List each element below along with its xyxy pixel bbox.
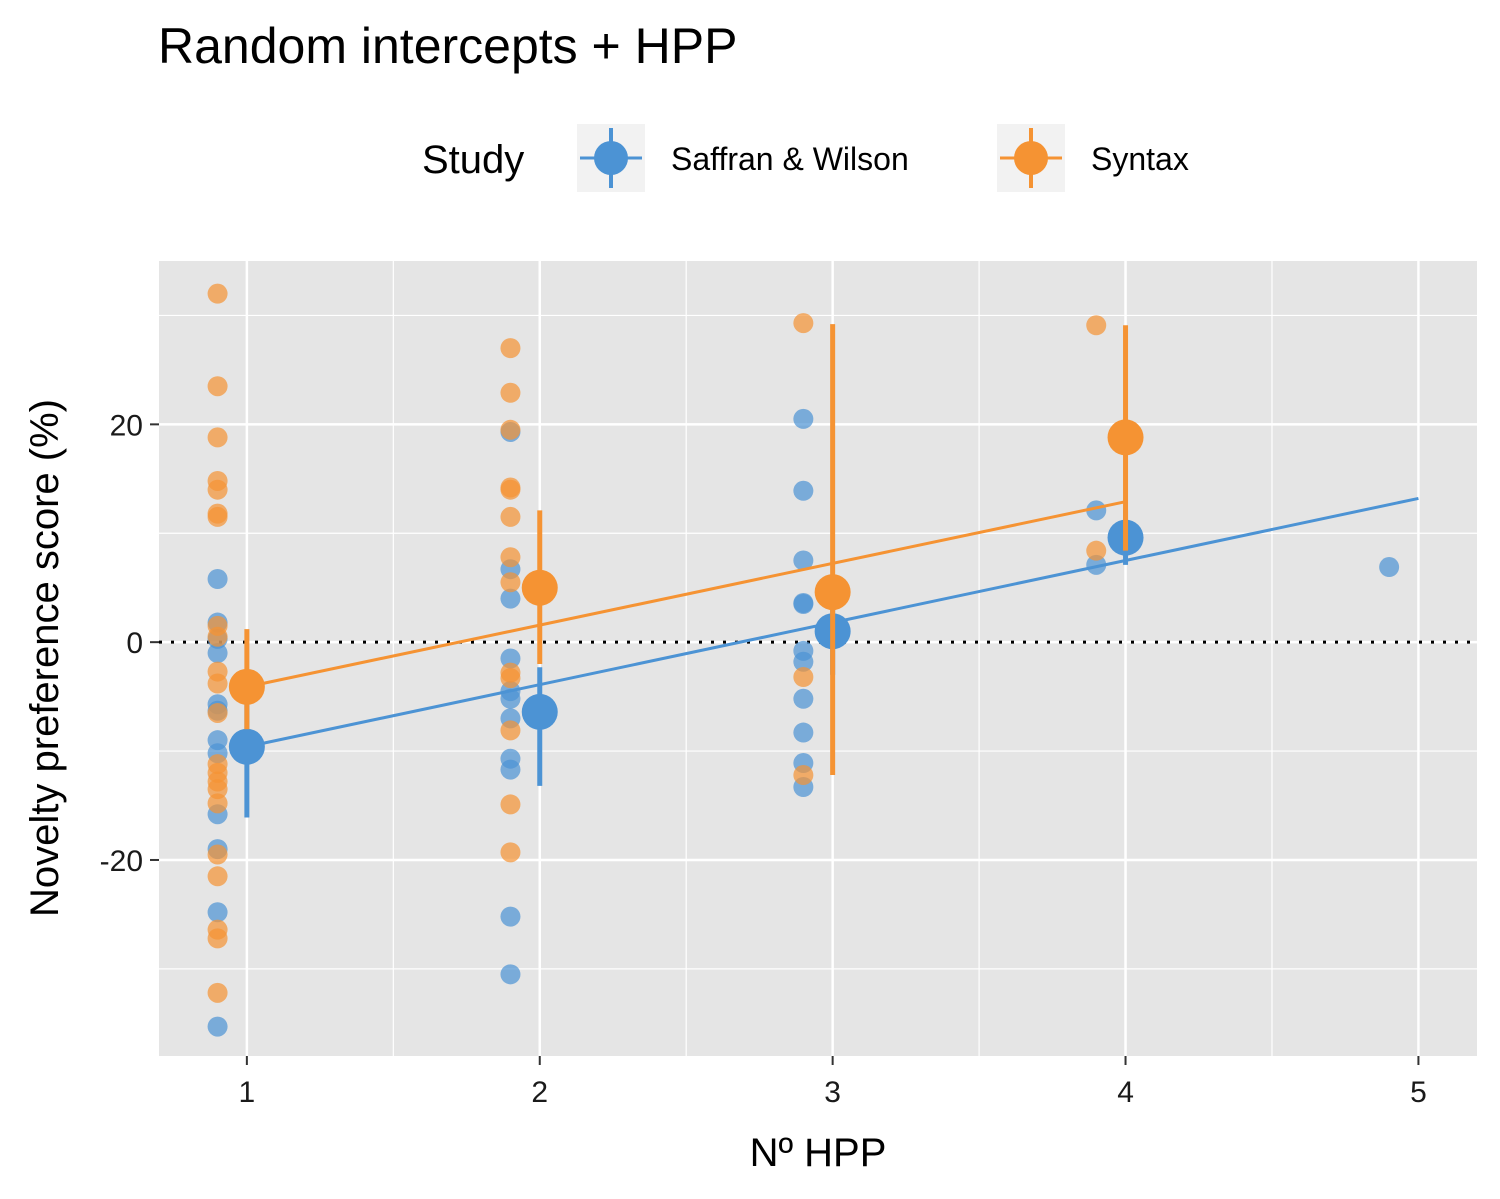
- point-syntax: [500, 668, 521, 689]
- y-tick-label: 20: [110, 409, 143, 442]
- x-tick-label: 2: [531, 1076, 548, 1109]
- x-tick-label: 4: [1117, 1076, 1134, 1109]
- point-saffran-wilson: [1379, 557, 1400, 578]
- point-syntax: [207, 283, 228, 304]
- legend-key-saffran-wilson-point: [594, 141, 628, 175]
- point-saffran-wilson: [793, 722, 814, 743]
- point-syntax: [500, 794, 521, 815]
- point-saffran-wilson: [207, 1016, 228, 1037]
- mean-point-saffran-wilson: [228, 728, 265, 765]
- legend-entry-saffran-wilson: Saffran & Wilson: [577, 124, 909, 192]
- point-syntax: [207, 928, 228, 949]
- mean-point-saffran-wilson: [521, 693, 558, 730]
- point-syntax: [207, 702, 228, 723]
- point-saffran-wilson: [1086, 554, 1107, 575]
- mean-point-syntax: [1107, 419, 1144, 456]
- group-means: [228, 324, 1144, 818]
- point-saffran-wilson: [500, 688, 521, 709]
- legend-key-syntax-point: [1014, 141, 1048, 175]
- minor-gridlines: [159, 261, 1477, 1056]
- legend-label-syntax: Syntax: [1091, 141, 1189, 177]
- chart-title: Random intercepts + HPP: [158, 18, 737, 74]
- point-saffran-wilson: [793, 550, 814, 571]
- point-syntax: [207, 506, 228, 527]
- y-axis-title: Novelty preference score (%): [23, 399, 67, 917]
- point-saffran-wilson: [500, 906, 521, 927]
- point-saffran-wilson: [207, 643, 228, 664]
- point-syntax: [207, 982, 228, 1003]
- x-tick-label: 3: [824, 1076, 841, 1109]
- point-syntax: [793, 765, 814, 786]
- point-syntax: [500, 720, 521, 741]
- legend-label-saffran-wilson: Saffran & Wilson: [671, 141, 909, 177]
- plot-panel: [159, 261, 1477, 1056]
- point-syntax: [207, 793, 228, 814]
- point-saffran-wilson: [793, 480, 814, 501]
- legend: Study Saffran & Wilson Syntax: [422, 124, 1189, 192]
- point-syntax: [207, 479, 228, 500]
- raw-points: [207, 283, 1400, 1037]
- y-tick-label: -20: [100, 845, 143, 878]
- point-syntax: [207, 427, 228, 448]
- point-syntax: [500, 479, 521, 500]
- point-syntax: [207, 866, 228, 887]
- point-syntax: [207, 779, 228, 800]
- x-tick-label: 5: [1410, 1076, 1427, 1109]
- x-axis-title: Nº HPP: [750, 1131, 887, 1175]
- point-syntax: [207, 376, 228, 397]
- point-saffran-wilson: [207, 569, 228, 589]
- point-saffran-wilson: [500, 964, 521, 985]
- point-syntax: [1086, 540, 1107, 561]
- fit-line-syntax: [246, 500, 1126, 689]
- point-saffran-wilson: [500, 648, 521, 669]
- mean-point-syntax: [521, 569, 558, 606]
- point-syntax: [1086, 315, 1107, 336]
- point-saffran-wilson: [207, 902, 228, 923]
- point-syntax: [207, 844, 228, 865]
- point-syntax: [500, 842, 521, 863]
- legend-entry-syntax: Syntax: [997, 124, 1189, 192]
- mean-point-syntax: [814, 574, 851, 611]
- point-syntax: [500, 547, 521, 568]
- mean-point-syntax: [228, 668, 265, 705]
- point-syntax: [500, 419, 521, 440]
- point-syntax: [500, 506, 521, 527]
- point-saffran-wilson: [793, 594, 814, 615]
- point-syntax: [500, 338, 521, 359]
- point-saffran-wilson: [793, 651, 814, 672]
- point-syntax: [207, 673, 228, 694]
- point-saffran-wilson: [793, 408, 814, 429]
- point-syntax: [793, 313, 814, 334]
- point-syntax: [793, 667, 814, 688]
- point-syntax: [500, 572, 521, 593]
- point-syntax: [207, 626, 228, 647]
- y-axis: -20 0 20: [100, 409, 159, 878]
- y-tick-label: 0: [126, 627, 143, 660]
- point-saffran-wilson: [500, 588, 521, 609]
- legend-title: Study: [422, 138, 524, 182]
- x-tick-label: 1: [239, 1076, 256, 1109]
- point-saffran-wilson: [793, 688, 814, 709]
- x-axis: 1 2 3 4 5: [239, 1056, 1427, 1109]
- point-syntax: [500, 382, 521, 403]
- point-saffran-wilson: [500, 759, 521, 780]
